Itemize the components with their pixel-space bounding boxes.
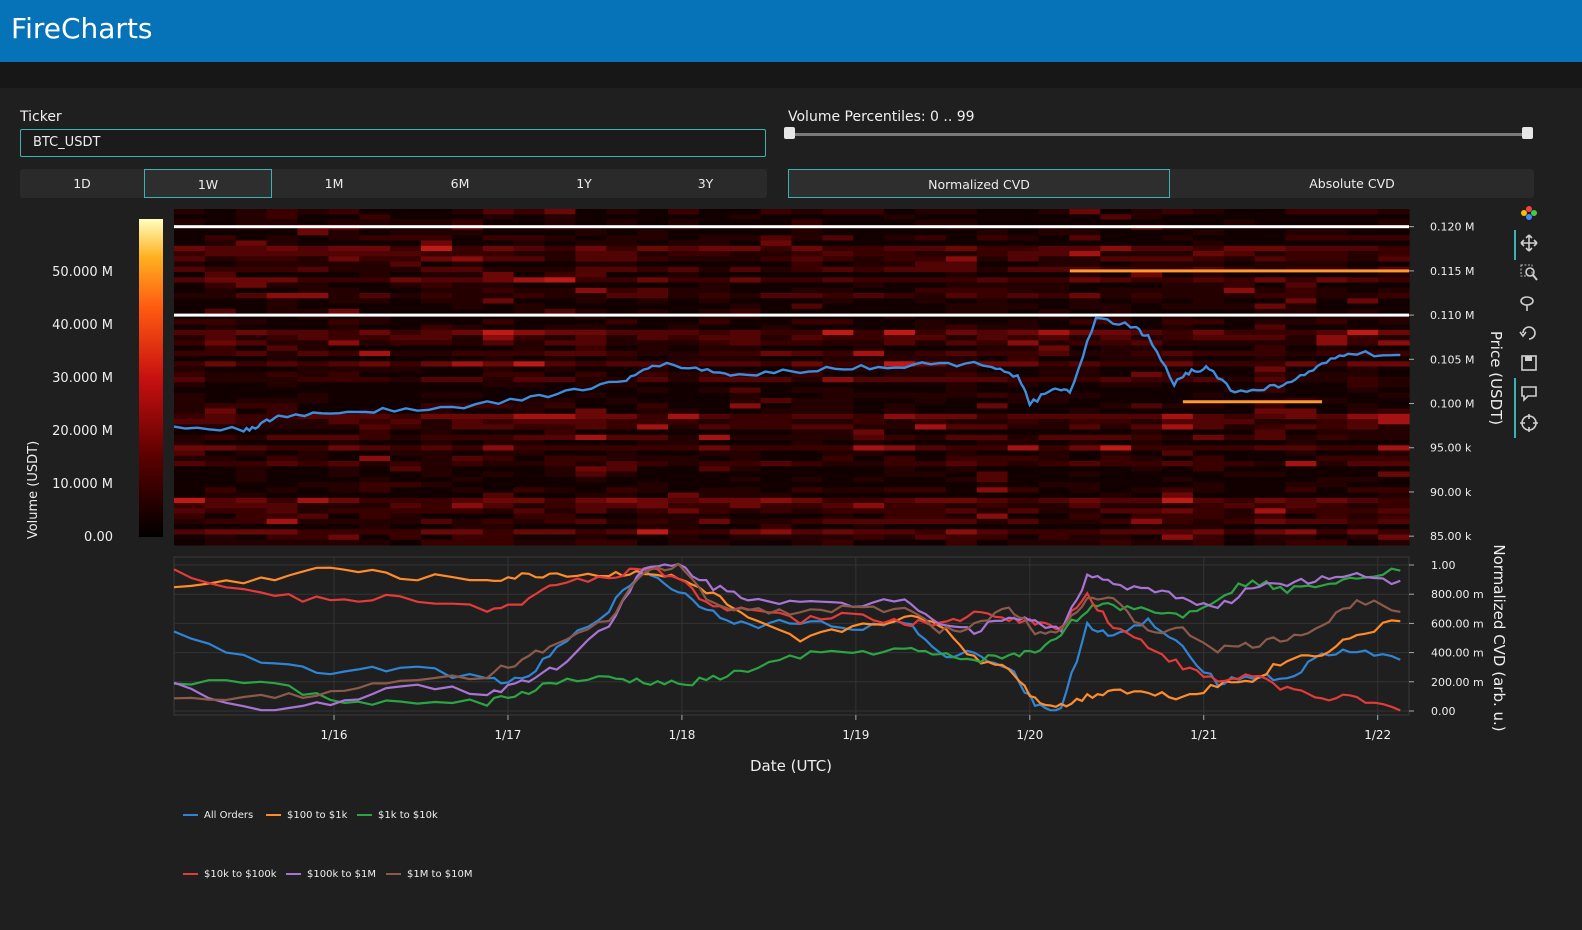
absolute-cvd-button[interactable]: Absolute CVD — [1309, 176, 1395, 191]
app-title: FireCharts — [11, 12, 153, 45]
header-gap — [0, 62, 1582, 88]
legend-label: $1M to $10M — [407, 869, 473, 880]
legend-label: $10k to $100k — [204, 869, 277, 880]
legend-item-10k-to-100k[interactable]: $10k to $100k — [183, 869, 277, 880]
main-panel — [0, 88, 1582, 930]
pan-icon[interactable] — [1519, 233, 1539, 253]
plotly-logo-icon[interactable] — [1519, 203, 1539, 223]
legend-item-all-orders[interactable]: All Orders — [183, 810, 253, 821]
ticker-input[interactable]: BTC_USDT — [20, 129, 766, 157]
legend-item-1k-to-10k[interactable]: $1k to $10k — [357, 810, 438, 821]
timeframe-6m-button[interactable]: 6M — [450, 176, 470, 191]
timeframe-3y-button[interactable]: 3Y — [697, 176, 714, 191]
cvd-mode-selector: Normalized CVD Absolute CVD — [788, 169, 1534, 198]
legend-swatch — [183, 873, 198, 875]
app-header: FireCharts — [0, 0, 1582, 62]
hover-icon[interactable] — [1519, 383, 1539, 403]
legend-swatch — [357, 814, 372, 816]
legend-item-100-to-1k[interactable]: $100 to $1k — [266, 810, 347, 821]
legend-item-100k-to-1m[interactable]: $100k to $1M — [286, 869, 376, 880]
legend-label: $1k to $10k — [378, 810, 438, 821]
slider-min-handle[interactable] — [784, 127, 795, 139]
timeframe-1d-button[interactable]: 1D — [73, 176, 91, 191]
timeframe-1w-button[interactable]: 1W — [144, 169, 272, 198]
legend-swatch — [386, 873, 401, 875]
crosshair-icon[interactable] — [1519, 413, 1539, 433]
modebar-active-indicator — [1514, 230, 1516, 260]
slider-max-handle[interactable] — [1522, 127, 1533, 139]
legend-swatch — [286, 873, 301, 875]
volume-percentiles-slider-track[interactable] — [788, 133, 1528, 136]
timeframe-1m-button[interactable]: 1M — [324, 176, 344, 191]
legend-label: All Orders — [204, 810, 254, 821]
legend-label: $100k to $1M — [307, 869, 376, 880]
legend-swatch — [183, 814, 198, 816]
lasso-icon[interactable] — [1519, 293, 1539, 313]
timeframe-selector: 1D 1W 1M 6M 1Y 3Y — [20, 169, 767, 198]
volume-percentiles-label: Volume Percentiles: 0 .. 99 — [788, 109, 975, 125]
normalized-cvd-button[interactable]: Normalized CVD — [788, 169, 1170, 198]
legend-item-1m-to-10m[interactable]: $1M to $10M — [386, 869, 472, 880]
timeframe-1y-button[interactable]: 1Y — [576, 176, 592, 191]
ticker-label: Ticker — [20, 109, 62, 125]
legend-swatch — [266, 814, 281, 816]
save-icon[interactable] — [1519, 353, 1539, 373]
legend-label: $100 to $1k — [287, 810, 348, 821]
reset-icon[interactable] — [1519, 323, 1539, 343]
zoom-icon[interactable] — [1519, 263, 1539, 283]
modebar-active-indicator-2 — [1514, 378, 1516, 438]
